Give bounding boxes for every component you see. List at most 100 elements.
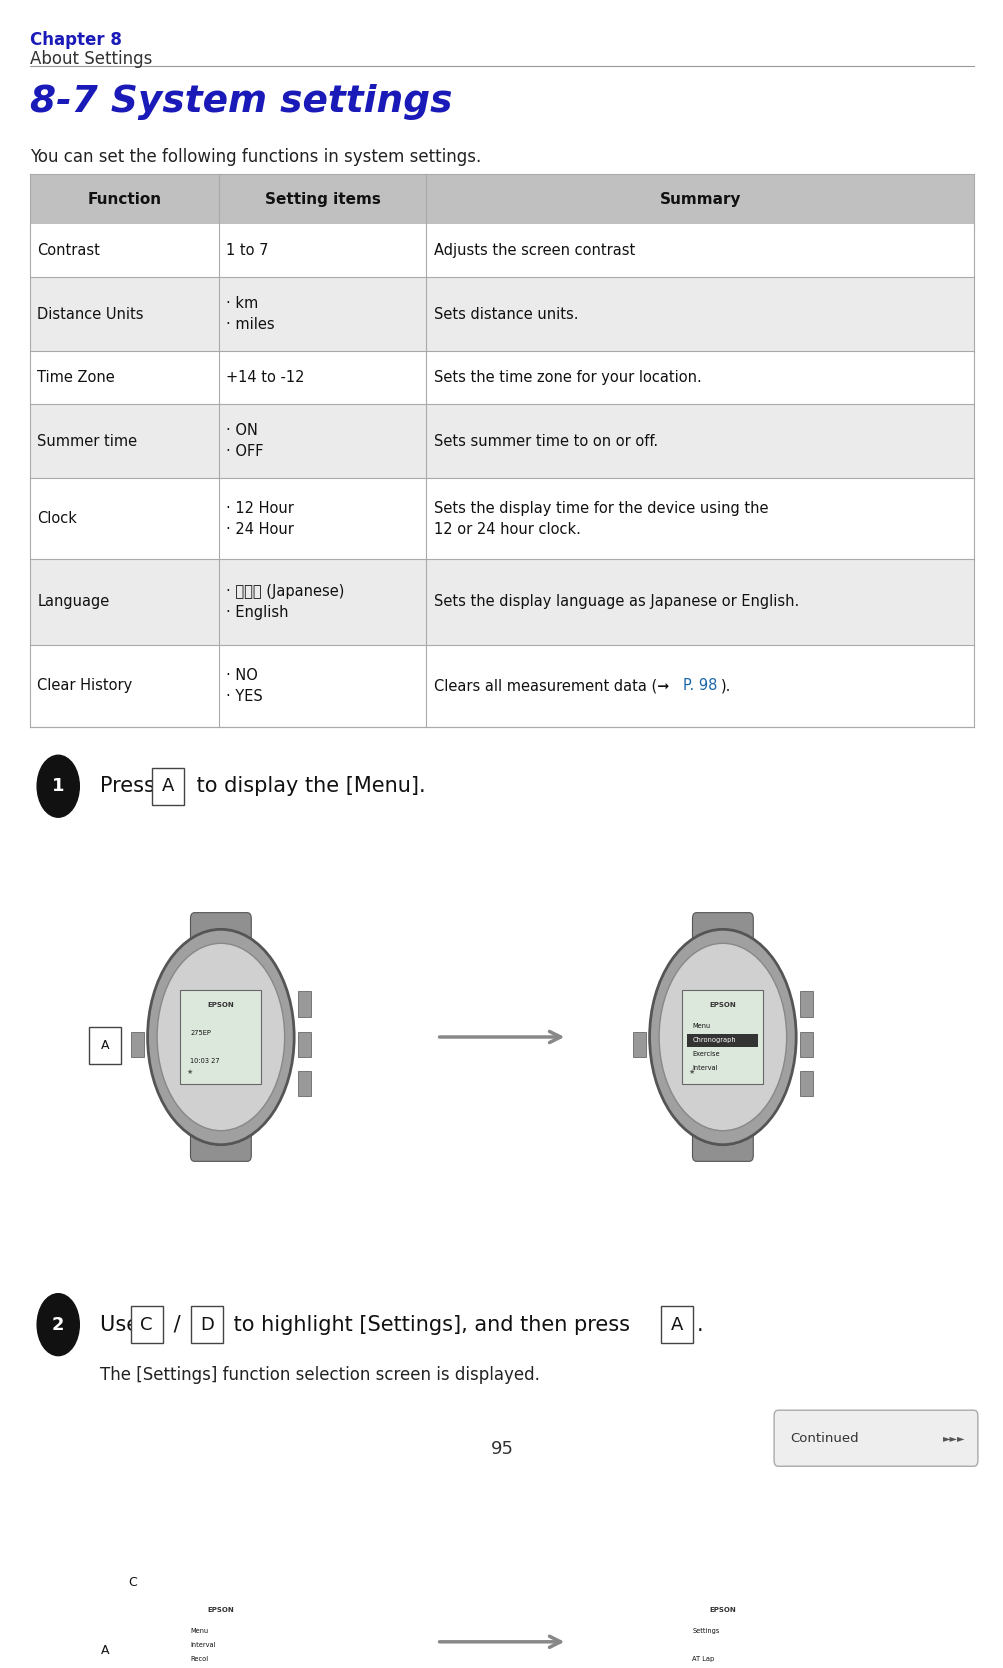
Bar [30, 479, 973, 559]
Bar [799, 1596, 812, 1621]
Text: EPSON: EPSON [208, 1606, 234, 1613]
Text: 10:03 27: 10:03 27 [191, 1058, 220, 1064]
Text: to display the [Menu].: to display the [Menu]. [190, 776, 425, 796]
FancyBboxPatch shape [773, 1409, 977, 1466]
Circle shape [37, 1294, 79, 1356]
Bar [30, 644, 973, 727]
Text: Chapter 8: Chapter 8 [30, 32, 122, 48]
Text: · km
· miles: · km · miles [226, 297, 274, 332]
Text: Chronograph: Chronograph [692, 1037, 735, 1044]
Bar [632, 1636, 645, 1663]
Text: A: A [101, 1645, 109, 1656]
Text: · NO
· YES: · NO · YES [226, 667, 263, 704]
Circle shape [156, 944, 285, 1131]
Text: · 12 Hour
· 24 Hour: · 12 Hour · 24 Hour [226, 500, 294, 537]
Text: Interval: Interval [191, 1643, 216, 1648]
Text: Time Zone: Time Zone [37, 370, 114, 385]
Text: Recol: Recol [191, 1656, 209, 1661]
Text: Adjusts the screen contrast: Adjusts the screen contrast [433, 244, 634, 259]
Text: EPSON: EPSON [208, 1002, 234, 1007]
Text: Interval: Interval [692, 1066, 717, 1071]
Text: C: C [127, 1576, 136, 1590]
FancyBboxPatch shape [89, 1027, 121, 1064]
FancyBboxPatch shape [151, 767, 184, 804]
Circle shape [147, 1535, 294, 1668]
Text: ).: ). [720, 679, 730, 694]
Circle shape [156, 1548, 285, 1668]
Text: 1: 1 [52, 777, 64, 796]
Text: ►►►: ►►► [943, 1433, 965, 1443]
Text: Sets summer time to on or off.: Sets summer time to on or off. [433, 434, 657, 449]
Text: About Settings: About Settings [30, 50, 152, 68]
Bar [30, 277, 973, 350]
Bar [799, 1071, 812, 1096]
Text: Press: Press [100, 776, 161, 796]
Text: Continued: Continued [789, 1431, 858, 1444]
Text: Language: Language [37, 594, 109, 609]
FancyBboxPatch shape [191, 912, 251, 966]
Text: · 日本語 (Japanese)
· English: · 日本語 (Japanese) · English [226, 584, 344, 620]
Bar [298, 1032, 311, 1058]
Text: 275EP: 275EP [191, 1031, 211, 1036]
Text: Menu: Menu [692, 1024, 710, 1029]
FancyBboxPatch shape [191, 1518, 251, 1570]
Text: Settings: Settings [692, 1628, 719, 1635]
Text: AT Lap: AT Lap [692, 1656, 714, 1661]
Text: Clear History: Clear History [37, 679, 132, 694]
Bar [298, 1596, 311, 1621]
Bar [30, 173, 973, 224]
Text: Exercise: Exercise [692, 1051, 719, 1058]
Text: Distance Units: Distance Units [37, 307, 143, 322]
Text: A: A [161, 777, 174, 796]
Text: EPSON: EPSON [709, 1606, 735, 1613]
Bar [298, 1636, 311, 1663]
FancyBboxPatch shape [89, 1631, 121, 1668]
Text: +14 to -12: +14 to -12 [226, 370, 304, 385]
Circle shape [147, 929, 294, 1144]
Text: D: D [200, 1316, 214, 1334]
Text: C: C [140, 1316, 152, 1334]
Text: 1 to 7: 1 to 7 [226, 244, 268, 259]
Text: Setting items: Setting items [265, 192, 380, 207]
Bar [632, 1032, 645, 1058]
Text: 8-7 System settings: 8-7 System settings [30, 83, 452, 120]
FancyBboxPatch shape [682, 989, 762, 1084]
Text: A: A [101, 1039, 109, 1053]
Text: You can set the following functions in system settings.: You can set the following functions in s… [30, 147, 480, 165]
FancyBboxPatch shape [660, 1306, 692, 1343]
Bar [30, 224, 973, 277]
Circle shape [658, 944, 786, 1131]
Bar [298, 1071, 311, 1096]
Text: Scn. Settings: Scn. Settings [692, 1643, 735, 1648]
Text: Menu: Menu [191, 1628, 209, 1635]
FancyBboxPatch shape [692, 1109, 752, 1161]
Circle shape [649, 929, 795, 1144]
Text: The [Settings] function selection screen is displayed.: The [Settings] function selection screen… [100, 1366, 540, 1384]
FancyBboxPatch shape [181, 1595, 261, 1668]
Text: ★: ★ [688, 1069, 694, 1076]
Text: Summer time: Summer time [37, 434, 137, 449]
Text: .: . [696, 1314, 703, 1334]
Bar [30, 350, 973, 404]
Text: · ON
· OFF: · ON · OFF [226, 424, 263, 459]
Text: 2: 2 [52, 1316, 64, 1334]
Bar [30, 559, 973, 644]
Bar [799, 1032, 812, 1058]
Bar [130, 1032, 143, 1058]
Circle shape [649, 1535, 795, 1668]
Text: Sets the time zone for your location.: Sets the time zone for your location. [433, 370, 700, 385]
Bar [799, 991, 812, 1016]
Text: Function: Function [87, 192, 161, 207]
FancyBboxPatch shape [692, 1518, 752, 1570]
Text: /: / [166, 1314, 187, 1334]
Bar [298, 991, 311, 1016]
Text: Summary: Summary [659, 192, 740, 207]
FancyBboxPatch shape [191, 1109, 251, 1161]
Text: EPSON: EPSON [709, 1002, 735, 1007]
Bar [130, 1636, 143, 1663]
FancyBboxPatch shape [191, 1306, 223, 1343]
Text: Sets the display time for the device using the
12 or 24 hour clock.: Sets the display time for the device usi… [433, 500, 767, 537]
FancyBboxPatch shape [116, 1565, 148, 1601]
Text: Contrast: Contrast [37, 244, 100, 259]
Text: to highlight [Settings], and then press: to highlight [Settings], and then press [227, 1314, 636, 1334]
